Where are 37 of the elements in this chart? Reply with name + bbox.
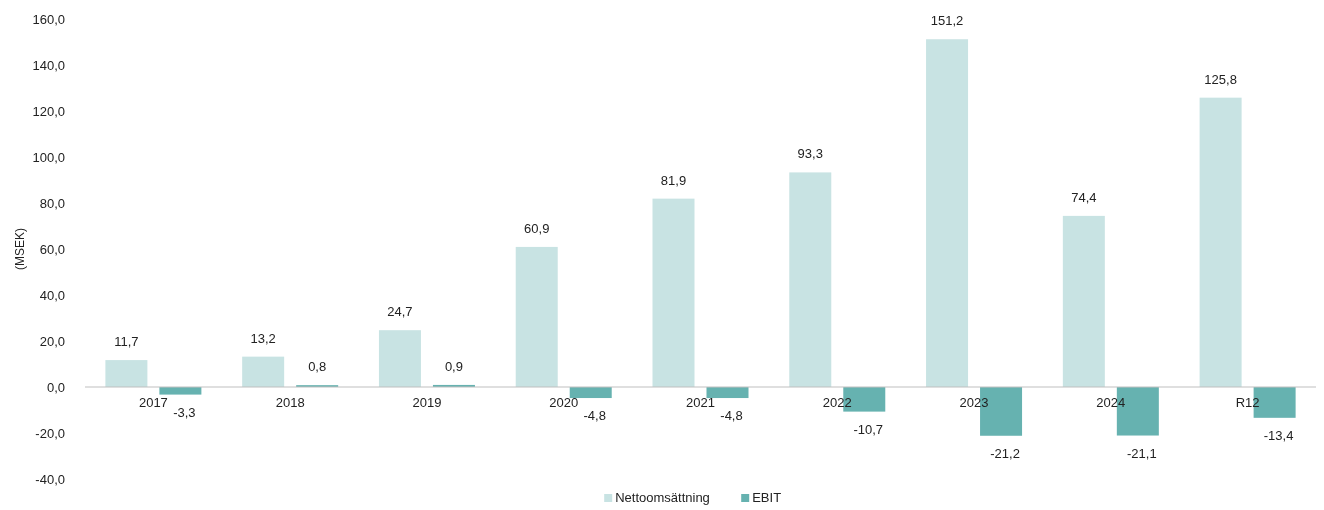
- y-tick-label: 120,0: [32, 103, 65, 119]
- y-tick-label: 60,0: [39, 241, 65, 257]
- data-label: 0,8: [308, 359, 327, 375]
- y-tick-label: 80,0: [39, 195, 65, 211]
- x-tick-label: 2020: [549, 395, 579, 410]
- x-tick-label: 2021: [686, 395, 715, 410]
- data-label: -21,1: [1127, 445, 1157, 461]
- data-label: -13,4: [1263, 427, 1294, 443]
- data-label: -10,7: [853, 421, 884, 437]
- y-tick-label: 140,0: [32, 57, 65, 73]
- data-label: 93,3: [797, 146, 823, 162]
- data-label: -21,2: [990, 445, 1020, 461]
- x-tick-label: 2018: [275, 395, 305, 410]
- data-label: 125,8: [1204, 71, 1237, 87]
- legend-label: EBIT: [752, 490, 782, 505]
- y-tick-label: 100,0: [32, 149, 65, 165]
- data-label: 11,7: [114, 334, 139, 350]
- y-tick-label: -40,0: [35, 471, 65, 487]
- y-tick-label: 40,0: [39, 287, 65, 303]
- data-label: -4,8: [583, 408, 606, 424]
- data-label: 0,9: [444, 358, 463, 374]
- data-label: -3,3: [173, 404, 196, 420]
- y-axis-title: (MSEK): [13, 228, 27, 270]
- data-label: -4,8: [720, 408, 743, 424]
- data-label: 151,2: [930, 13, 964, 29]
- data-label: 24,7: [387, 304, 413, 320]
- x-tick-label: 2017: [138, 395, 168, 410]
- y-tick-label: 0,0: [46, 379, 65, 395]
- data-label: 13,2: [250, 330, 276, 346]
- y-tick-label: 160,0: [32, 11, 65, 27]
- data-label: 60,9: [524, 220, 550, 236]
- legend-label: Nettoomsättning: [615, 490, 710, 505]
- y-tick-label: -20,0: [35, 425, 65, 441]
- y-tick-label: 20,0: [39, 333, 65, 349]
- data-label: 74,4: [1071, 189, 1097, 205]
- x-tick-label: 2019: [412, 395, 442, 410]
- data-label: 81,9: [660, 172, 687, 188]
